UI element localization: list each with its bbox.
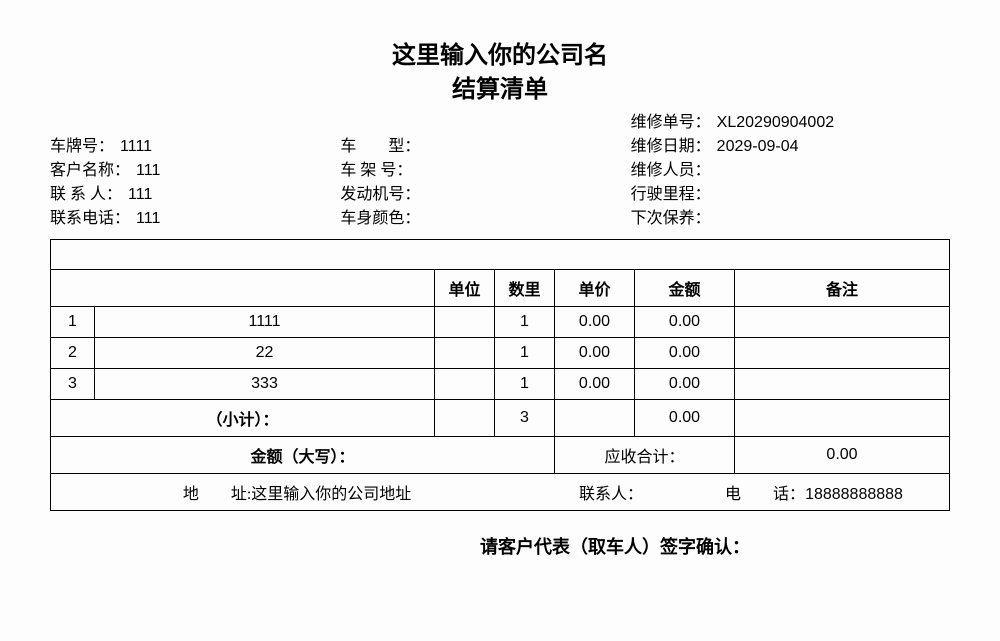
amount-cn-label: 金额（大写）： [250, 449, 354, 466]
cell-amount: 0.00 [635, 307, 735, 338]
header-fields: 车牌号： 1111 客户名称： 111 联 系 人： 111 联系电话： 111 车 型… [50, 87, 950, 231]
cell-note [735, 369, 950, 400]
subtotal-qty: 3 [495, 400, 555, 437]
cell-price: 0.00 [555, 307, 635, 338]
header-name-blank [51, 270, 435, 307]
receivable-value: 0.00 [735, 437, 950, 474]
footer-contact-label: 联系人： [579, 486, 643, 503]
cell-idx: 3 [51, 369, 95, 400]
subtotal-unit [435, 400, 495, 437]
vin-label: 车 架 号： [340, 162, 412, 179]
date-label: 维修日期： [631, 138, 711, 155]
amount-cn-cell: 金额（大写）： [51, 437, 555, 474]
table-header-row: 单位 数里 单价 金额 备注 [51, 270, 950, 307]
signature-prompt: 请客户代表（取车人）签字确认： [50, 533, 950, 559]
receivable-label: 应收合计： [555, 437, 735, 474]
settlement-table: 单位 数里 单价 金额 备注 1 1111 1 0.00 0.00 2 22 1… [50, 239, 950, 511]
subtotal-price [555, 400, 635, 437]
cell-unit [435, 338, 495, 369]
order-label: 维修单号： [631, 114, 711, 131]
cell-amount: 0.00 [635, 338, 735, 369]
header-left-col: 车牌号： 1111 客户名称： 111 联 系 人： 111 联系电话： 111 [50, 87, 340, 231]
order-value: XL20290904002 [717, 114, 834, 131]
cell-price: 0.00 [555, 338, 635, 369]
mileage-label: 行驶里程： [631, 186, 711, 203]
company-name: 这里输入你的公司名 [50, 40, 950, 74]
cell-note [735, 307, 950, 338]
cell-unit [435, 307, 495, 338]
plate-value: 1111 [120, 138, 152, 155]
subtotal-row: （小计）： 3 0.00 [51, 400, 950, 437]
amount-row: 金额（大写）： 应收合计： 0.00 [51, 437, 950, 474]
cell-amount: 0.00 [635, 369, 735, 400]
table-row: 2 22 1 0.00 0.00 [51, 338, 950, 369]
addr-label: 地 址: [183, 486, 251, 503]
header-price: 单价 [555, 270, 635, 307]
footer-phone-label: 电 话： [725, 486, 805, 503]
cell-name: 333 [95, 369, 435, 400]
table-row: 3 333 1 0.00 0.00 [51, 369, 950, 400]
subtotal-amount: 0.00 [635, 400, 735, 437]
contact-label: 联 系 人： [50, 186, 122, 203]
phone-value: 111 [136, 210, 160, 227]
plate-label: 车牌号： [50, 138, 114, 155]
engine-label: 发动机号： [340, 186, 420, 203]
cell-qty: 1 [495, 369, 555, 400]
cust-value: 111 [136, 162, 160, 179]
cust-label: 客户名称： [50, 162, 130, 179]
footer-cell: 地 址:这里输入你的公司地址 联系人： 电 话：18888888888 [51, 474, 950, 511]
cell-unit [435, 369, 495, 400]
footer-phone-value: 18888888888 [805, 486, 903, 503]
cell-name: 1111 [95, 307, 435, 338]
color-label: 车身颜色： [340, 210, 420, 227]
cell-qty: 1 [495, 307, 555, 338]
model-label: 车 型： [340, 138, 420, 155]
header-mid-col: 车 型： 车 架 号： 发动机号： 车身颜色： [340, 87, 630, 231]
contact-value: 111 [128, 186, 152, 203]
subtotal-label: （小计）： [51, 400, 435, 437]
table-row: 1 1111 1 0.00 0.00 [51, 307, 950, 338]
staff-label: 维修人员： [631, 162, 711, 179]
cell-idx: 1 [51, 307, 95, 338]
subtotal-note [735, 400, 950, 437]
cell-price: 0.00 [555, 369, 635, 400]
table-blank-header-row [51, 240, 950, 270]
phone-label: 联系电话： [50, 210, 130, 227]
cell-qty: 1 [495, 338, 555, 369]
footer-row: 地 址:这里输入你的公司地址 联系人： 电 话：18888888888 [51, 474, 950, 511]
header-right-col: 维修单号： XL20290904002 维修日期： 2029-09-04 维修人员：… [631, 87, 950, 231]
next-label: 下次保养： [631, 210, 711, 227]
header-amount: 金额 [635, 270, 735, 307]
cell-note [735, 338, 950, 369]
date-value: 2029-09-04 [717, 138, 799, 155]
cell-name: 22 [95, 338, 435, 369]
header-unit: 单位 [435, 270, 495, 307]
blank-header-cell [51, 240, 950, 270]
cell-idx: 2 [51, 338, 95, 369]
header-qty: 数里 [495, 270, 555, 307]
settlement-sheet: 这里输入你的公司名 结算清单 车牌号：1111 客户名称：111 联 系 人：1… [0, 0, 1000, 641]
addr-value: 这里输入你的公司地址 [251, 486, 411, 503]
header-note: 备注 [735, 270, 950, 307]
